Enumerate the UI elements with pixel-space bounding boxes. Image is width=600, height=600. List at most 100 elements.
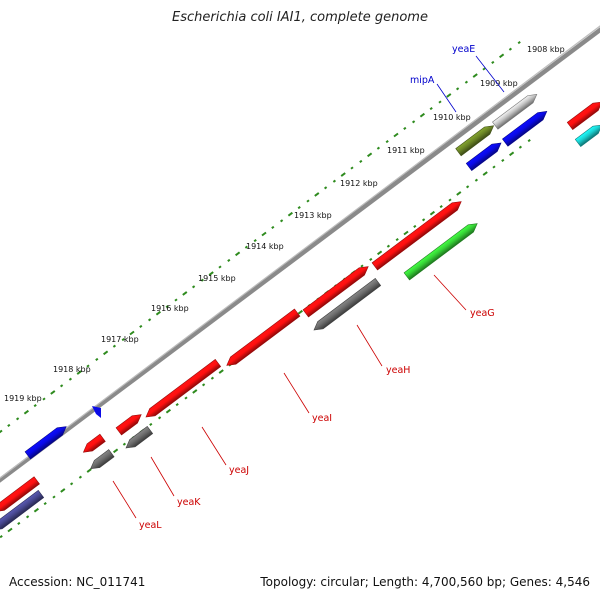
leader-line (356, 324, 383, 367)
gene-arrow (115, 414, 142, 436)
outer-tick-ring (0, 41, 521, 434)
tick-mark (60, 488, 66, 493)
tick-mark (517, 41, 521, 45)
tick-mark (360, 264, 364, 268)
tick-mark (155, 310, 161, 316)
small-feature-icon (92, 406, 101, 418)
tick-mark (76, 370, 82, 375)
gene-label-yeaE[interactable]: yeaE (452, 44, 475, 55)
tick-mark (456, 87, 460, 91)
tick-mark (192, 389, 198, 394)
gene-arrow (403, 223, 478, 281)
tick-mark (208, 271, 214, 276)
scale-label: 1908 kbp (527, 45, 565, 54)
gene-label-yeaH[interactable]: yeaH (386, 365, 410, 376)
tick-mark (466, 185, 470, 189)
tick-mark (472, 73, 478, 78)
tick-mark (112, 344, 117, 348)
tick-mark (297, 309, 303, 315)
tick-mark (7, 423, 11, 427)
tick-mark (429, 210, 435, 216)
tick-mark (508, 47, 512, 51)
tick-mark (0, 535, 3, 539)
gene-label-yeaI[interactable]: yeaI (312, 413, 332, 424)
gene-arrow (574, 124, 600, 148)
tick-mark (499, 53, 505, 59)
tick-mark (158, 416, 162, 420)
gene-arrow (90, 449, 115, 470)
leader-line (433, 274, 467, 311)
tick-mark (412, 120, 416, 124)
tick-mark (518, 145, 523, 149)
tick-mark (324, 186, 328, 190)
tick-mark (306, 199, 310, 203)
tick-mark (69, 482, 74, 486)
gene-label-mipA[interactable]: mipA (410, 75, 435, 86)
scale-label: 1914 kbp (246, 242, 284, 251)
tick-mark (218, 265, 222, 269)
gene-arrow (492, 94, 538, 130)
genome-backbone-highlight (0, 25, 600, 479)
tick-mark (261, 231, 267, 237)
gene-arrow (302, 266, 369, 318)
tick-mark (482, 67, 486, 71)
tick-mark (271, 225, 275, 229)
tick-mark (446, 93, 452, 98)
scale-label: 1918 kbp (53, 365, 91, 374)
tick-mark (184, 396, 188, 400)
gene-label-yeaL[interactable]: yeaL (139, 520, 162, 531)
tick-mark (218, 369, 224, 374)
tick-mark (386, 244, 390, 248)
tick-mark (492, 165, 496, 169)
gene-label-yeaJ[interactable]: yeaJ (229, 465, 249, 476)
scale-label: 1909 kbp (480, 79, 518, 88)
gene-arrow (502, 111, 548, 147)
tick-mark (202, 383, 206, 387)
tick-mark (52, 495, 56, 499)
tick-mark (491, 60, 495, 64)
tick-mark (50, 390, 56, 395)
tick-mark (359, 159, 363, 163)
gene-label-yeaK[interactable]: yeaK (177, 497, 201, 508)
tick-mark (429, 107, 433, 111)
leader-line (201, 426, 227, 466)
tick-mark (7, 527, 13, 533)
tick-mark (367, 152, 373, 158)
tick-mark (376, 146, 380, 150)
gene-arrow (371, 201, 462, 271)
leader-line (436, 83, 457, 113)
tick-mark (139, 324, 143, 328)
tick-mark (165, 305, 169, 309)
tick-mark (42, 397, 46, 401)
tick-mark (456, 191, 462, 196)
tick-mark (192, 285, 196, 289)
gene-arrow (0, 476, 40, 512)
gene-arrow (82, 433, 106, 453)
gene-arrow (313, 277, 382, 331)
tick-mark (314, 192, 320, 197)
accession-text: Accession: NC_011741 (9, 575, 146, 589)
tick-mark (175, 403, 179, 407)
tick-mark (200, 278, 204, 282)
tick-mark (149, 422, 153, 426)
tick-mark (129, 330, 135, 336)
leader-line (475, 55, 505, 93)
tick-mark (422, 218, 426, 222)
tick-mark (332, 179, 336, 183)
tick-mark (419, 112, 425, 118)
scale-label: 1910 kbp (433, 113, 471, 122)
scale-label: 1919 kbp (4, 394, 42, 403)
gene-arrow (0, 489, 45, 531)
gene-label-yeaG[interactable]: yeaG (470, 308, 495, 319)
scale-label: 1912 kbp (340, 179, 378, 188)
tick-mark (23, 409, 29, 415)
leader-line (112, 480, 137, 519)
gene-arrow (455, 125, 495, 157)
gene-arrow (566, 101, 600, 131)
tick-mark (395, 238, 399, 242)
tick-mark (148, 318, 152, 322)
tick-mark (509, 151, 515, 157)
tick-mark (210, 376, 214, 380)
tick-mark (439, 205, 443, 209)
